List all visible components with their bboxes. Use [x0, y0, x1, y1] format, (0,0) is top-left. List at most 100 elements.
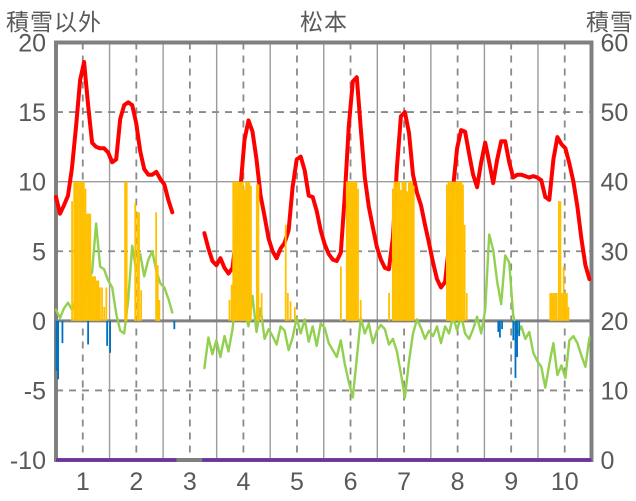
orange-bars-bar: [84, 188, 87, 321]
orange-bars-bar: [404, 181, 407, 321]
blue-bars: [55, 320, 521, 380]
orange-bars-bar: [238, 181, 241, 321]
orange-bars-bar: [555, 293, 558, 321]
left-tick-label: -10: [10, 447, 46, 475]
x-tick-label: 2: [129, 468, 143, 496]
orange-bars-bar: [94, 276, 96, 321]
orange-bars-bar: [250, 185, 252, 321]
blue-bars-bar: [55, 320, 58, 371]
orange-bars-bar: [232, 181, 235, 321]
blue-bars-bar: [499, 320, 501, 338]
orange-bars-bar: [86, 213, 88, 321]
orange-bars-bar: [407, 181, 410, 321]
orange-bars-bar: [99, 287, 101, 321]
orange-bars-bar: [82, 181, 85, 321]
orange-bars-bar: [554, 293, 556, 321]
orange-bars-bar: [350, 181, 353, 321]
orange-bars-bar: [240, 181, 243, 321]
left-tick-label: 0: [32, 308, 46, 336]
orange-bars-bar: [565, 293, 568, 321]
right-tick-label: 40: [601, 169, 629, 197]
orange-bars-bar: [550, 293, 553, 321]
x-tick-label: 9: [504, 468, 518, 496]
orange-bars-bar: [411, 181, 414, 321]
orange-bars-bar: [452, 181, 455, 321]
blue-bars-bar: [497, 320, 500, 332]
orange-bars-bar: [357, 188, 359, 321]
orange-bars-bar: [228, 299, 231, 321]
orange-bars-bar: [286, 293, 289, 321]
left-tick-label: -5: [24, 377, 46, 405]
orange-bars-bar: [353, 181, 356, 321]
orange-bars-bar: [391, 188, 394, 321]
orange-bars-bar: [393, 181, 396, 321]
orange-bars: [71, 181, 570, 321]
orange-bars-bar: [124, 181, 126, 321]
orange-bars-bar: [557, 201, 560, 321]
orange-bars-bar: [248, 181, 251, 321]
left-axis-tick-labels: 20 15 10 5 0 -5 -10: [10, 30, 46, 476]
blue-bars-bar: [512, 320, 515, 341]
blue-bars-bar: [106, 320, 109, 346]
orange-bars-bar: [81, 181, 84, 321]
right-axis-tick-labels: 60 50 40 30 20 10 0: [601, 30, 629, 476]
left-tick-label: 10: [18, 169, 46, 197]
orange-bars-bar: [559, 201, 562, 321]
orange-bars-bar: [246, 181, 249, 321]
blue-bars-bar: [109, 320, 111, 353]
orange-bars-bar: [78, 181, 80, 321]
right-axis-title: 積雪: [586, 9, 634, 35]
blue-bars-bar: [61, 320, 64, 344]
right-tick-label: 0: [601, 447, 615, 475]
orange-bars-bar: [230, 284, 233, 321]
orange-bars-bar: [241, 181, 244, 321]
x-tick-label: 6: [344, 468, 358, 496]
x-tick-label: 8: [451, 468, 465, 496]
right-tick-label: 30: [601, 238, 629, 266]
orange-bars-bar: [406, 191, 409, 321]
orange-bars-bar: [237, 181, 239, 321]
red-line-path: [54, 60, 175, 216]
orange-bars-bar: [289, 301, 292, 321]
orange-bars-bar: [450, 181, 453, 321]
orange-bars-bar: [79, 181, 82, 321]
blue-bars-bar: [173, 320, 176, 330]
orange-bars-bar: [284, 224, 287, 321]
orange-bars-bar: [403, 181, 405, 321]
orange-bars-bar: [76, 181, 79, 321]
left-tick-label: 5: [32, 238, 46, 266]
x-axis-tick-labels: 1 2 3 4 5 6 7 8 9 10: [76, 468, 579, 496]
orange-bars-bar: [92, 276, 95, 321]
orange-bars-bar: [564, 293, 567, 321]
orange-bars-bar: [446, 184, 448, 321]
orange-bars-bar: [465, 293, 468, 321]
chart-title: 松本: [300, 9, 348, 35]
orange-bars-bar: [398, 181, 401, 321]
orange-bars-bar: [399, 190, 402, 321]
orange-bars-bar: [352, 181, 355, 321]
orange-bars-bar: [155, 212, 158, 321]
orange-bars-bar: [455, 181, 458, 321]
orange-bars-bar: [73, 181, 76, 321]
blue-bars-bar: [57, 320, 60, 380]
right-tick-label: 20: [601, 308, 629, 336]
orange-bars-bar: [463, 224, 466, 321]
green-line-path: [203, 233, 591, 399]
orange-bars-bar: [447, 181, 450, 321]
blue-bars-bar: [514, 320, 517, 378]
x-tick-label: 1: [76, 468, 90, 496]
left-tick-label: 20: [18, 30, 46, 58]
red-line: [54, 60, 592, 290]
orange-bars-bar: [355, 181, 358, 321]
orange-bars-bar: [255, 184, 258, 321]
blue-bars-bar: [87, 320, 90, 345]
orange-bars-bar: [158, 299, 161, 321]
orange-bars-bar: [454, 181, 456, 321]
orange-bars-bar: [260, 293, 263, 321]
orange-bars-bar: [458, 181, 461, 321]
orange-bars-bar: [293, 306, 296, 321]
orange-bars-bar: [233, 181, 236, 321]
orange-bars-bar: [257, 184, 260, 321]
orange-bars-bar: [97, 280, 100, 321]
left-tick-label: 15: [18, 99, 46, 127]
